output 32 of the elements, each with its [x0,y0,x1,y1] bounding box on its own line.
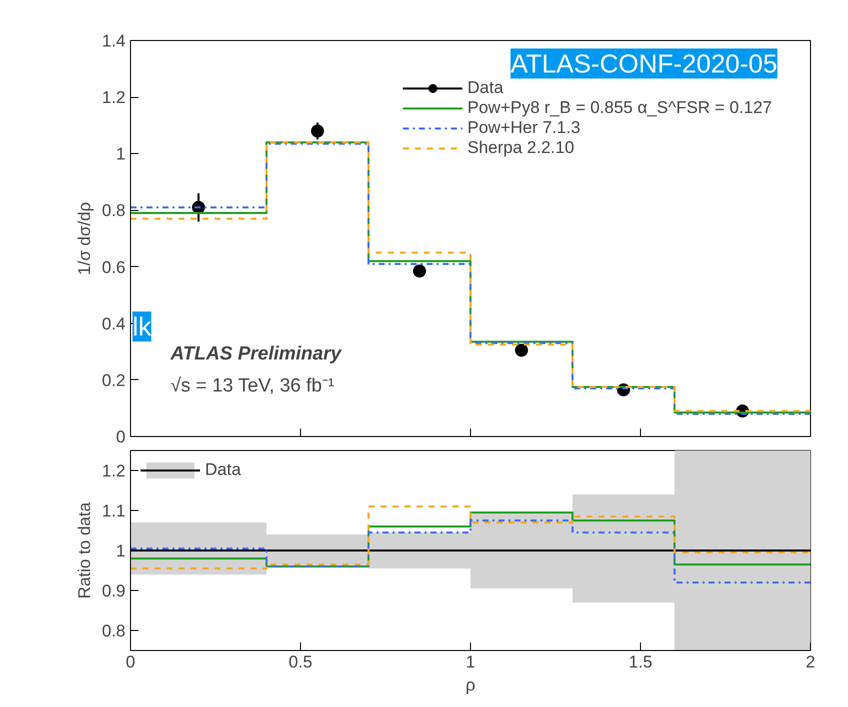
annotation: lk [132,312,152,342]
point [515,344,528,357]
y-tick-label: 1 [116,144,126,164]
y-axis-title: 1/σ dσ/dρ [74,202,94,276]
x-tick-label: 2 [806,652,816,672]
x-tick-label: 1.5 [628,652,652,672]
legend-label: Pow+Py8 r_B = 0.855 α_S^FSR = 0.127 [467,98,772,118]
x-axis-title: ρ [466,676,476,694]
y-tick-label: 0 [116,428,126,446]
legend-label: Sherpa 2.2.10 [467,138,574,158]
annotation: ATLAS-CONF-2020-05 [510,48,778,78]
legend-label: Pow+Her 7.1.3 [467,118,580,138]
annotation: ATLAS Preliminary [170,344,343,364]
point [413,264,426,278]
y-tick-label: 0.9 [102,582,126,600]
y-tick-label: 0.8 [102,622,126,640]
y-tick-label: 1.2 [102,462,126,480]
y-tick-label: 1 [116,542,126,560]
legend-label: Data [205,460,241,480]
y-tick-label: 0.6 [102,258,126,277]
y-tick-label: 0.8 [102,201,126,220]
y-axis-title: Ratio to data [74,502,94,599]
y-tick-label: 0.4 [102,314,126,334]
y-tick-label: 1.1 [102,502,126,520]
annotation: √s = 13 TeV, 36 fb⁻¹ [170,376,334,396]
y-tick-label: 1.4 [102,32,126,50]
point [311,124,324,138]
y-tick-label: 0.2 [102,370,126,390]
x-tick-label: 0.5 [288,652,312,672]
y-tick-label: 1.2 [102,88,126,108]
x-tick-label: 1 [466,652,476,672]
legend-label: Data [467,78,504,98]
